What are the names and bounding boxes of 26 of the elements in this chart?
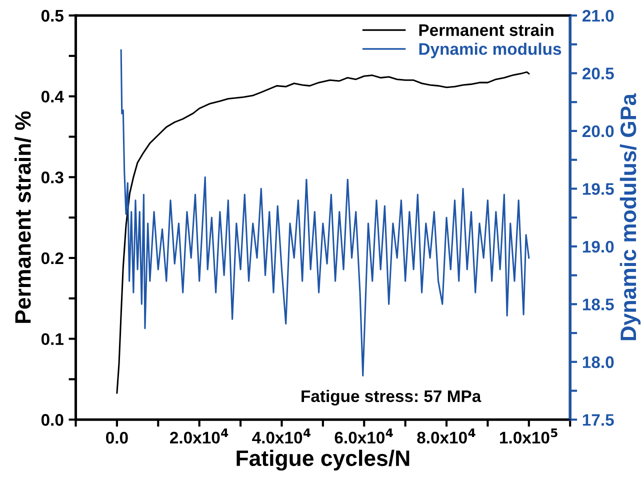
y2-tick-label: 20.0 [582,125,614,138]
y-tick-label: 0.5 [41,10,64,22]
y2-tick-label: 19.5 [582,183,614,195]
y-tick-label: 0.2 [41,252,64,264]
x-tick-label: 1.0x10$^{5}$ [500,428,558,444]
y2-axis-title: Dynamic modulus/ GPa [620,93,641,340]
legend-label: Permanent strain [419,24,554,36]
x-tick-label: 8.0x10$^{4}$ [417,428,476,444]
x-tick-label: 0.0 [106,432,128,444]
y2-tick-label: 21.0 [582,10,614,22]
legend-label: Dynamic modulus [419,42,562,58]
y2-tick-label: 18.5 [582,298,614,310]
x-tick-label: 2.0x10$^{4}$ [170,428,228,444]
y2-tick-label: 18.0 [582,356,614,368]
y2-tick-label: 20.5 [582,68,614,80]
y-tick-label: 0.4 [41,90,64,103]
y-tick-label: 0.3 [41,172,64,184]
y-tick-label: 0.1 [41,333,64,346]
y-tick-label: 0.0 [41,414,64,426]
x-tick-label: 4.0x10$^{4}$ [252,428,311,444]
y-axis-title: Permanent strain/ % [14,111,32,323]
y2-tick-label: 17.5 [582,414,614,426]
x-tick-label: 6.0x10$^{4}$ [334,428,393,444]
x-axis-title: Fatigue cycles/N [236,450,410,471]
y2-tick-label: 19.0 [582,240,614,253]
annotation: Fatigue stress: 57 MPa [302,390,482,406]
